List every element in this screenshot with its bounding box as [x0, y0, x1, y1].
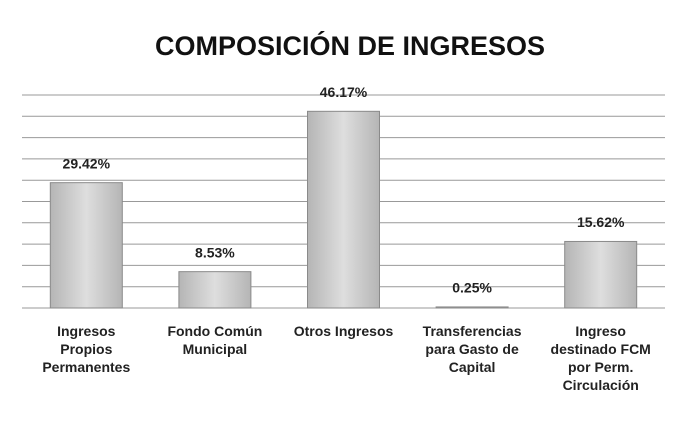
value-label: 0.25%	[452, 280, 492, 296]
x-tick-label: Transferencias para Gasto de Capital	[422, 323, 522, 375]
value-label: 15.62%	[577, 214, 625, 230]
bar	[564, 240, 638, 309]
bar	[178, 271, 252, 309]
bar	[435, 306, 509, 309]
value-label: 29.42%	[63, 155, 111, 171]
bar	[49, 182, 123, 309]
value-label: 46.17%	[320, 84, 368, 100]
bar	[307, 110, 380, 309]
x-tick-label: Ingresos Propios Permanentes	[42, 323, 131, 375]
value-label: 8.53%	[195, 244, 235, 260]
x-tick-label: Fondo Común Municipal	[167, 323, 263, 357]
x-tick-label: Otros Ingresos	[293, 323, 394, 339]
chart-title: COMPOSICIÓN DE INGRESOS	[155, 30, 545, 61]
x-tick-label: Ingreso destinado FCM por Perm. Circulac…	[550, 323, 651, 393]
